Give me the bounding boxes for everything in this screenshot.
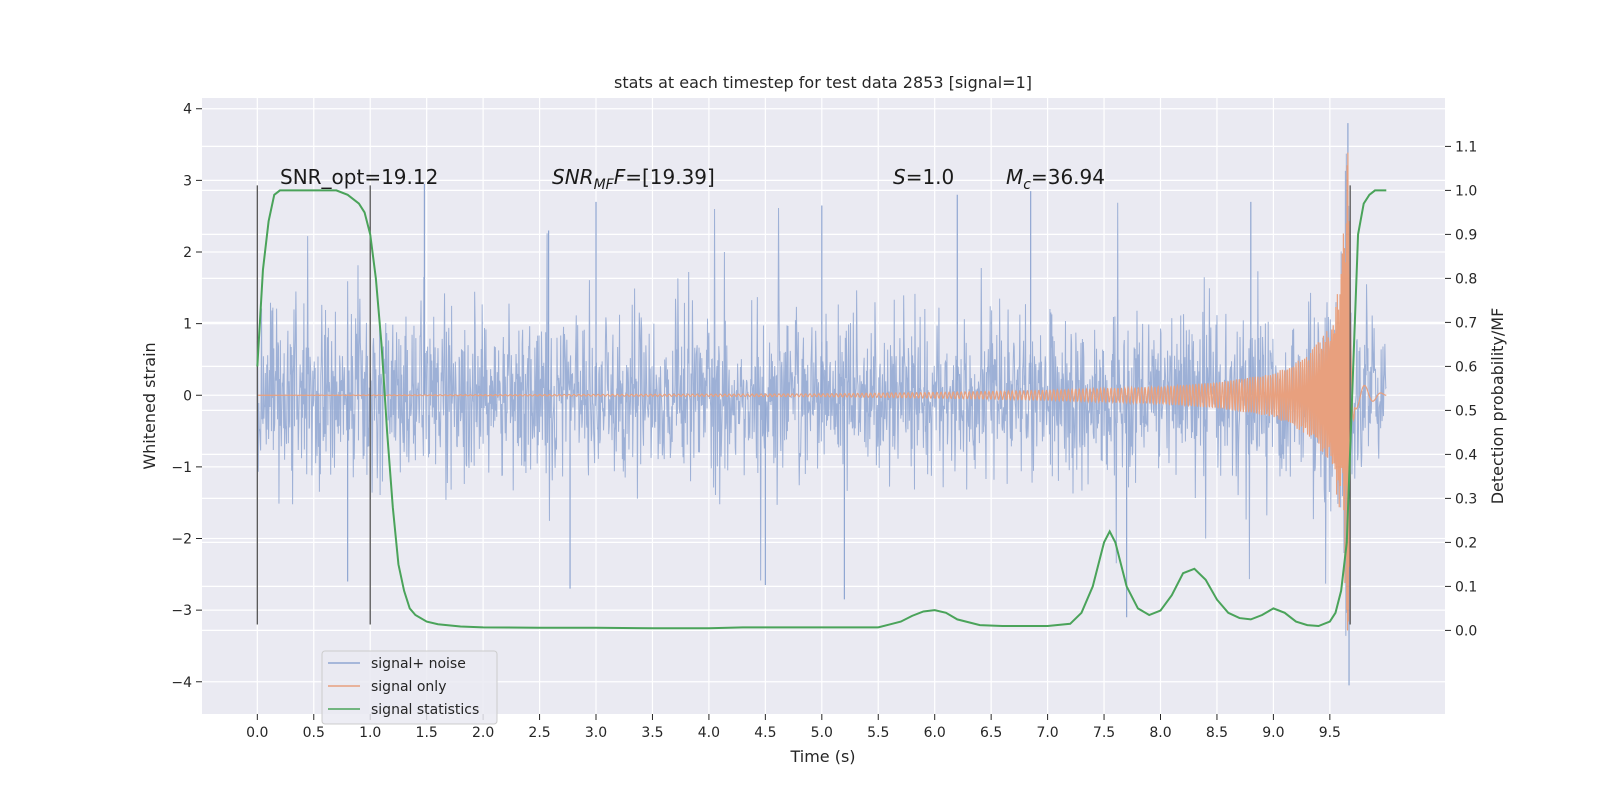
signal-statistics-series	[256, 189, 1387, 630]
legend-label-signal-statistics: signal statistics	[371, 702, 479, 718]
x-tick-label: 1.5	[416, 725, 438, 741]
x-tick-label: 2.0	[472, 725, 494, 741]
x-tick-label: 4.5	[754, 725, 776, 741]
y-left-tick-label: −1	[171, 460, 192, 476]
y-right-tick-label: 1.1	[1455, 139, 1477, 155]
x-tick-label: 7.0	[1036, 725, 1058, 741]
y-right-tick-label: 0.8	[1455, 271, 1477, 287]
x-tick-label: 3.5	[641, 725, 663, 741]
chart-title: stats at each timestep for test data 285…	[614, 73, 1032, 92]
x-tick-label: 9.5	[1319, 725, 1341, 741]
x-tick-label: 0.0	[246, 725, 268, 741]
y-left-tick-label: 0	[183, 388, 192, 404]
x-tick-label: 5.5	[867, 725, 889, 741]
x-axis-title: Time (s)	[789, 747, 855, 766]
y-right-tick-label: 0.5	[1455, 403, 1477, 419]
y-right-tick-label: 0.7	[1455, 315, 1477, 331]
vertical-markers	[256, 185, 1351, 625]
annotation-s-name: S	[893, 165, 906, 189]
y-right-tick-label: 0.6	[1455, 359, 1477, 375]
y-left-tick-label: 4	[183, 102, 192, 118]
y-left-tick-label: 3	[183, 173, 192, 189]
annotation-mc-name: M	[1006, 165, 1023, 189]
y-right-tick-label: 1.0	[1455, 183, 1477, 199]
x-tick-label: 1.0	[359, 725, 381, 741]
annotation-snr-mf: SNRMFF=[19.39]	[552, 165, 715, 193]
x-tick-label: 3.0	[585, 725, 607, 741]
y-axis-left-title: Whitened strain	[140, 342, 159, 469]
y-right-tick-label: 0.9	[1455, 227, 1477, 243]
signal-statistics-line	[256, 189, 1387, 630]
signal-only-series	[257, 152, 1387, 631]
y-right-tick-label: 0.1	[1455, 579, 1477, 595]
y-left-tick-label: −2	[171, 532, 192, 548]
annotation-snr-mf-sub: MF	[594, 177, 615, 193]
y-left-tick-label: −3	[171, 603, 192, 619]
annotation-mc-value: =36.94	[1031, 165, 1105, 189]
x-tick-label: 8.5	[1206, 725, 1228, 741]
y-right-tick-label: 0.4	[1455, 447, 1477, 463]
signal-only-line	[257, 152, 1387, 631]
annotation-mc-sub: c	[1023, 177, 1031, 193]
x-axis: 0.0 0.5 1.0 1.5 2.0 2.5 3.0 3.5 4.0 4.5 5.0 5.5 6.0 6…	[246, 714, 1341, 741]
legend-box	[321, 650, 498, 725]
y-left-tick-label: −4	[171, 675, 192, 691]
legend: signal+ noise signal only signal statist…	[321, 650, 498, 725]
annotation-snr-opt: SNR_opt=19.12	[280, 165, 438, 189]
y-left-tick-label: 1	[183, 317, 192, 333]
legend-label-signal-noise: signal+ noise	[371, 656, 466, 672]
x-tick-label: 5.0	[811, 725, 833, 741]
x-tick-label: 0.5	[303, 725, 325, 741]
x-tick-label: 9.0	[1262, 725, 1284, 741]
x-tick-label: 2.5	[528, 725, 550, 741]
annotation-snr-mf-name: SNR	[552, 165, 594, 189]
y-axis-left: −4 −3 −2 −1 0 1 2 3 4	[171, 102, 202, 691]
y-axis-right-title: Detection probability/MF	[1488, 308, 1507, 505]
y-left-tick-label: 2	[183, 245, 192, 261]
annotation-s: S=1.0	[893, 165, 954, 189]
legend-label-signal-only: signal only	[371, 679, 446, 695]
y-right-tick-label: 0.2	[1455, 535, 1477, 551]
x-tick-label: 6.0	[924, 725, 946, 741]
x-tick-label: 4.0	[698, 725, 720, 741]
annotation-mc: Mc=36.94	[1006, 165, 1105, 193]
x-tick-label: 6.5	[980, 725, 1002, 741]
annotation-snr-mf-value: =[19.39]	[625, 165, 715, 189]
annotation-s-value: =1.0	[906, 165, 955, 189]
y-right-tick-label: 0.3	[1455, 491, 1477, 507]
x-tick-label: 8.0	[1149, 725, 1171, 741]
y-right-tick-label: 0.0	[1455, 623, 1477, 639]
y-axis-right: 0.0 0.1 0.2 0.3 0.4 0.5 0.6 0.7 0.8 0.9 1.0 1.1	[1445, 139, 1477, 639]
x-tick-label: 7.5	[1093, 725, 1115, 741]
